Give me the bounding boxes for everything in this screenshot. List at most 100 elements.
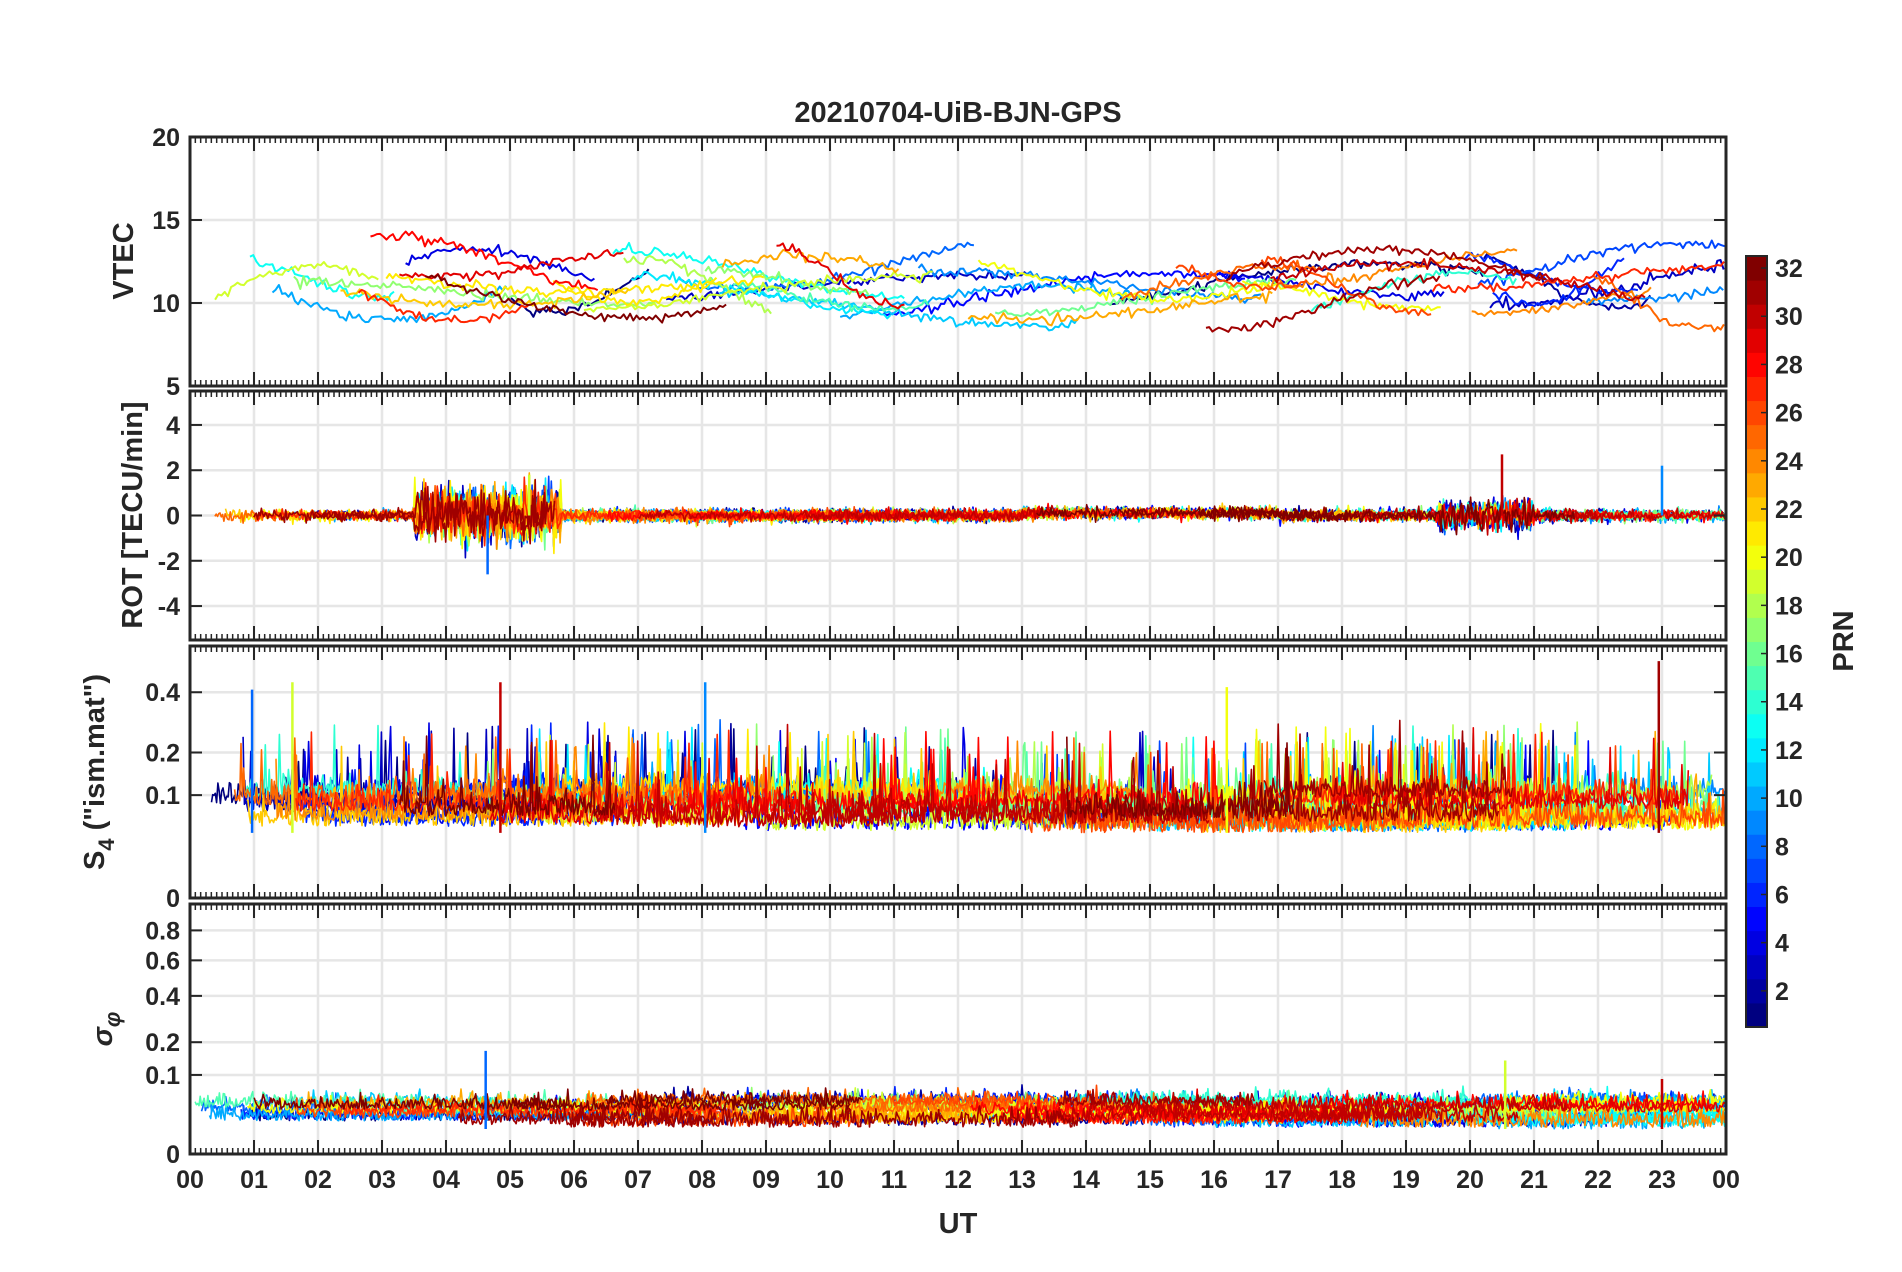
colorbar-tick-label: 4 — [1775, 930, 1789, 958]
panel-s4-series — [210, 661, 1726, 834]
y-tick-label: 0.4 — [145, 983, 180, 1011]
panel-s4-ylabel-main: S — [79, 851, 111, 870]
panel-sigma-phi-series — [194, 1050, 1726, 1130]
series-prn-9 — [917, 263, 1262, 304]
panel-sigma-phi-ylabel-main: σ — [87, 1025, 119, 1046]
series-prn-27 — [357, 288, 529, 324]
series-prn-30 — [1044, 1097, 1425, 1123]
series-prn-12 — [631, 271, 892, 320]
panel-sigma-phi-ylabel: σφ — [87, 1012, 125, 1047]
y-tick-label: 0.6 — [145, 947, 180, 975]
series-prn-30 — [637, 504, 1071, 523]
colorbar-frame — [1745, 255, 1768, 1028]
y-tick-label: 0.2 — [145, 1029, 180, 1057]
panel-vtec-series — [214, 230, 1725, 333]
series-prn-24 — [1360, 1103, 1726, 1128]
x-tick-label: 21 — [1520, 1166, 1548, 1194]
colorbar-cell — [1746, 930, 1767, 956]
colorbar-cell — [1746, 1002, 1767, 1028]
x-tick-label: 07 — [624, 1166, 652, 1194]
colorbar-cell — [1746, 906, 1767, 932]
series-prn-30 — [1270, 256, 1646, 302]
series-prn-4 — [405, 243, 595, 282]
series-prn-26 — [1260, 255, 1432, 317]
x-tick-label: 09 — [752, 1166, 780, 1194]
x-tick-label: 00 — [1712, 1166, 1740, 1194]
series-prn-27 — [1431, 260, 1725, 294]
colorbar-tick-label: 22 — [1775, 496, 1803, 524]
x-tick-label: 05 — [496, 1166, 524, 1194]
series-prn-31 — [312, 478, 547, 535]
series-prn-23 — [967, 290, 1273, 327]
colorbar-tick-label: 8 — [1775, 833, 1789, 861]
series-prn-25 — [233, 736, 727, 806]
panel-s4-ticks: 0 0.1 0.2 0.4 — [145, 646, 1727, 913]
chart-title: 20210704-UiB-BJN-GPS — [794, 97, 1121, 129]
series-prn-30 — [594, 723, 894, 828]
colorbar-cell — [1746, 280, 1767, 305]
series-prn-17 — [293, 275, 660, 308]
series-prn-25 — [1591, 274, 1725, 333]
series-prn-32 — [512, 1092, 851, 1111]
colorbar-cell — [1746, 496, 1767, 522]
series-prn-32 — [1066, 736, 1296, 819]
colorbar-tick-label: 20 — [1775, 544, 1803, 572]
series-prn-16 — [994, 276, 1297, 318]
x-tick-label: 03 — [368, 1166, 396, 1194]
series-prn-31 — [1263, 719, 1514, 798]
colorbar-label: PRN — [1828, 610, 1860, 671]
series-prn-19 — [583, 270, 933, 313]
x-tick-label: 17 — [1264, 1166, 1292, 1194]
colorbar-tick-label: 32 — [1775, 255, 1803, 283]
x-tick-label: 00 — [176, 1166, 204, 1194]
colorbar-cell — [1746, 304, 1767, 329]
colorbar-tick-label: 2 — [1775, 978, 1789, 1006]
series-prn-28 — [370, 230, 599, 292]
colorbar-cell — [1746, 569, 1767, 594]
colorbar-cell — [1746, 713, 1767, 739]
y-tick-label: -2 — [158, 548, 180, 576]
panel-rot-ylabel: ROT [TECU/min] — [117, 401, 149, 628]
x-tick-label: 02 — [304, 1166, 332, 1194]
series-prn-23 — [721, 248, 900, 274]
series-prn-26 — [1333, 738, 1726, 829]
colorbar-tick-label: 18 — [1775, 592, 1803, 620]
x-axis-label: UT — [939, 1208, 978, 1240]
panel-s4-ylabel: S4 ("ism.mat") — [79, 674, 119, 870]
series-prn-5 — [882, 269, 1246, 317]
colorbar-cell — [1746, 256, 1767, 281]
y-tick-label: 0.4 — [145, 679, 180, 707]
panel-s4-ylabel-sub: 4 — [94, 838, 119, 851]
x-tick-label: 20 — [1456, 1166, 1484, 1194]
panel-sigma-phi: 0 0.1 0.2 0.4 0.60.8 σφ — [87, 902, 1728, 1169]
x-tick-label: 11 — [881, 1166, 908, 1194]
y-tick-label: 15 — [152, 207, 180, 235]
colorbar-cell — [1746, 376, 1767, 402]
series-prn-32 — [424, 273, 727, 324]
y-tick-label: 0.1 — [145, 1062, 180, 1090]
series-prn-22 — [340, 287, 630, 310]
x-tick-label: 23 — [1648, 1166, 1676, 1194]
series-prn-17 — [704, 265, 870, 296]
series-prn-31 — [457, 1094, 717, 1126]
panel-sigma-phi-ylabel-sub: φ — [100, 1012, 125, 1027]
y-tick-label: 20 — [152, 124, 180, 152]
series-prn-31 — [1226, 244, 1547, 281]
x-tick-label: 15 — [1136, 1166, 1164, 1194]
x-tick-label: 10 — [816, 1166, 844, 1194]
colorbar-cell — [1746, 521, 1767, 546]
series-prn-19 — [214, 261, 379, 301]
series-prn-6 — [1492, 257, 1625, 308]
x-tick-label: 04 — [432, 1166, 460, 1194]
series-prn-26 — [1175, 264, 1308, 292]
series-prn-31 — [1113, 733, 1500, 822]
y-tick-label: 0.8 — [145, 917, 180, 945]
colorbar-cell — [1746, 954, 1767, 980]
panel-s4: 0 0.1 0.2 0.4 S4 ("ism.mat") — [79, 644, 1728, 913]
panel-vtec-ticks: 5 10 15 20 — [152, 124, 1727, 401]
colorbar-cell — [1746, 810, 1767, 835]
panel-vtec-ylabel: VTEC — [108, 222, 140, 299]
